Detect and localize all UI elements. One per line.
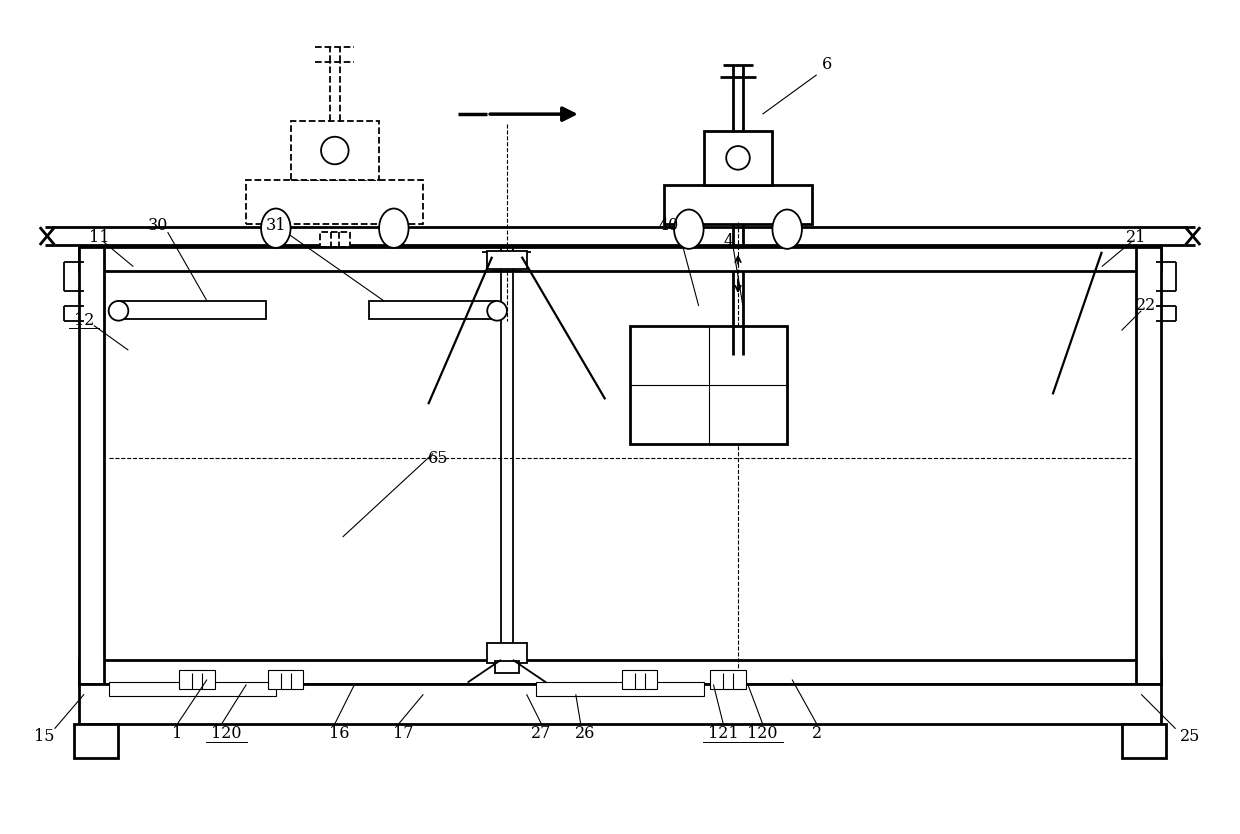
- Text: 65: 65: [428, 450, 449, 467]
- Ellipse shape: [675, 209, 703, 249]
- Bar: [370, 301, 497, 319]
- Text: 121: 121: [708, 725, 739, 742]
- Text: 120: 120: [748, 725, 777, 742]
- Bar: [290, 121, 379, 180]
- Text: 40: 40: [658, 217, 680, 234]
- Ellipse shape: [773, 209, 802, 249]
- Text: 27: 27: [531, 725, 552, 742]
- Bar: [74, 724, 119, 758]
- Bar: [79, 247, 1161, 271]
- Bar: [79, 660, 1161, 685]
- Text: 21: 21: [1126, 229, 1147, 245]
- Circle shape: [321, 137, 348, 164]
- Bar: [268, 670, 304, 690]
- Text: 4: 4: [723, 234, 733, 250]
- Text: 17: 17: [393, 725, 414, 742]
- Text: 2: 2: [812, 725, 822, 742]
- Bar: [495, 661, 518, 673]
- Bar: [665, 185, 812, 224]
- Text: 22: 22: [1136, 298, 1156, 314]
- Text: 120: 120: [211, 725, 242, 742]
- Ellipse shape: [262, 208, 290, 248]
- Circle shape: [727, 146, 750, 169]
- Text: 31: 31: [265, 217, 286, 234]
- Text: 25: 25: [1180, 728, 1200, 745]
- Text: 16: 16: [330, 725, 350, 742]
- Bar: [703, 131, 773, 185]
- Text: 1: 1: [172, 725, 182, 742]
- Bar: [180, 670, 215, 690]
- Bar: [1136, 247, 1161, 685]
- Text: 11: 11: [88, 229, 109, 245]
- Bar: [109, 681, 275, 696]
- Bar: [79, 685, 1161, 724]
- Bar: [247, 180, 423, 224]
- Bar: [487, 643, 527, 663]
- Text: 6: 6: [821, 57, 832, 73]
- Bar: [487, 251, 527, 269]
- Text: 12: 12: [74, 312, 94, 329]
- Bar: [622, 670, 657, 690]
- Bar: [537, 681, 703, 696]
- Circle shape: [109, 301, 128, 320]
- Bar: [711, 670, 746, 690]
- Bar: [630, 325, 787, 444]
- Bar: [119, 301, 267, 319]
- Bar: [320, 232, 350, 247]
- Text: 30: 30: [148, 217, 167, 234]
- Text: 26: 26: [575, 725, 595, 742]
- Bar: [1121, 724, 1166, 758]
- Circle shape: [487, 301, 507, 320]
- Ellipse shape: [379, 208, 409, 248]
- Bar: [79, 247, 104, 685]
- Text: 15: 15: [35, 728, 55, 745]
